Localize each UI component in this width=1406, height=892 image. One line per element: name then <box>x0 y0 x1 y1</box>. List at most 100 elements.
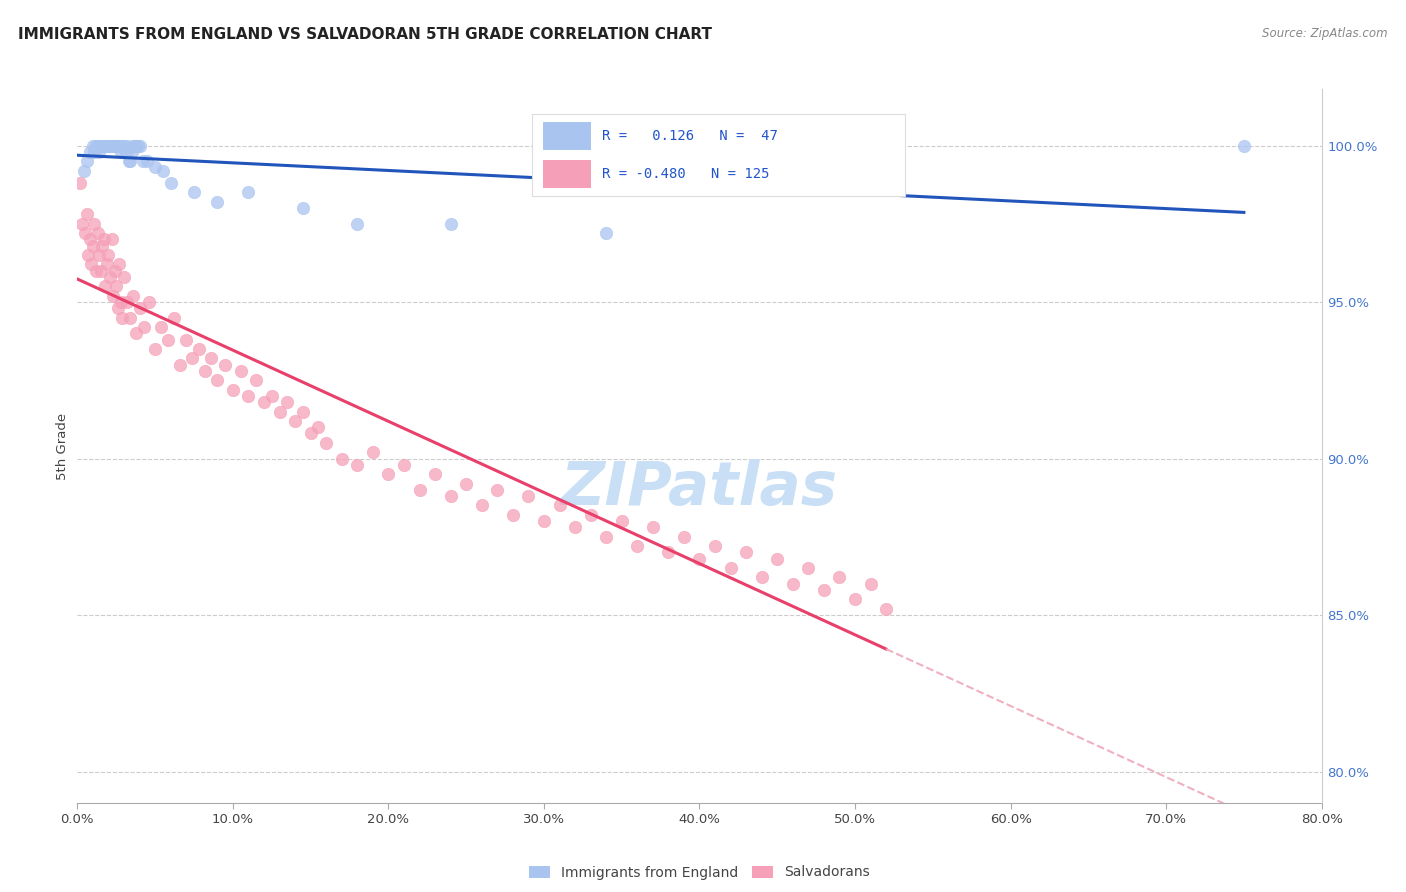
Point <box>766 551 789 566</box>
Point <box>245 373 267 387</box>
Point <box>122 138 145 153</box>
Point <box>94 138 117 153</box>
Point <box>156 333 179 347</box>
Point <box>134 320 156 334</box>
Point <box>97 138 120 153</box>
Point <box>187 342 209 356</box>
Point <box>120 154 142 169</box>
Point <box>299 426 322 441</box>
Point <box>720 561 742 575</box>
Point <box>115 295 138 310</box>
Point <box>207 373 229 387</box>
Point <box>115 138 138 153</box>
Point <box>346 217 368 231</box>
Point <box>797 561 820 575</box>
Point <box>579 508 602 522</box>
Point <box>101 289 124 303</box>
Point <box>84 138 107 153</box>
Point <box>80 257 103 271</box>
Point <box>79 232 101 246</box>
Point <box>87 248 110 262</box>
Point <box>93 232 115 246</box>
Point <box>110 295 132 310</box>
Point <box>641 520 664 534</box>
Point <box>83 217 105 231</box>
Point <box>291 404 314 418</box>
Point <box>238 186 260 200</box>
Point <box>200 351 222 366</box>
Point <box>83 145 105 159</box>
Point <box>111 138 134 153</box>
Point <box>77 248 100 262</box>
Point <box>564 520 586 534</box>
Y-axis label: 5th Grade: 5th Grade <box>56 412 69 480</box>
Point <box>96 138 118 153</box>
Text: Source: ZipAtlas.com: Source: ZipAtlas.com <box>1263 27 1388 40</box>
Point <box>486 483 509 497</box>
Point <box>120 310 142 325</box>
Text: ZIPatlas: ZIPatlas <box>561 459 838 518</box>
Point <box>121 145 143 159</box>
Point <box>253 395 276 409</box>
Point <box>548 499 571 513</box>
Point <box>330 451 353 466</box>
Point <box>813 582 835 597</box>
Point <box>90 138 112 153</box>
Point <box>122 289 145 303</box>
Point <box>82 138 104 153</box>
Point <box>610 514 633 528</box>
Point <box>86 226 108 240</box>
Point <box>291 201 314 215</box>
Point <box>377 467 399 482</box>
Point <box>76 207 98 221</box>
Point <box>152 163 174 178</box>
Point <box>408 483 430 497</box>
Point <box>159 176 181 190</box>
Point <box>84 264 107 278</box>
Point <box>174 333 197 347</box>
Point <box>107 301 129 316</box>
Point <box>79 145 101 159</box>
Point <box>238 389 260 403</box>
Point <box>735 545 758 559</box>
Point <box>150 320 173 334</box>
Point <box>86 138 108 153</box>
Point <box>260 389 283 403</box>
Point <box>143 342 166 356</box>
Point <box>315 435 337 450</box>
Point <box>128 301 150 316</box>
Point <box>131 154 153 169</box>
Point <box>1233 138 1256 153</box>
Point <box>859 576 882 591</box>
Point <box>76 154 98 169</box>
Point <box>751 570 773 584</box>
Point <box>128 138 150 153</box>
Point <box>100 138 122 153</box>
Point <box>346 458 368 472</box>
Point <box>704 539 727 553</box>
Point <box>91 138 114 153</box>
Point <box>136 154 159 169</box>
Point <box>595 226 617 240</box>
Point <box>104 264 127 278</box>
Point <box>595 530 617 544</box>
Point <box>87 145 110 159</box>
Point <box>214 358 236 372</box>
Point <box>112 270 135 285</box>
Point <box>828 570 851 584</box>
Point <box>782 576 804 591</box>
Point <box>163 310 186 325</box>
Point <box>124 138 146 153</box>
Point <box>114 145 136 159</box>
Point <box>169 358 191 372</box>
Point <box>91 238 114 252</box>
Point <box>97 248 120 262</box>
Point <box>127 138 149 153</box>
Point <box>96 257 118 271</box>
Point <box>689 551 711 566</box>
Point <box>533 514 555 528</box>
Point <box>276 395 298 409</box>
Point <box>657 545 679 559</box>
Point <box>517 489 540 503</box>
Point <box>98 270 121 285</box>
